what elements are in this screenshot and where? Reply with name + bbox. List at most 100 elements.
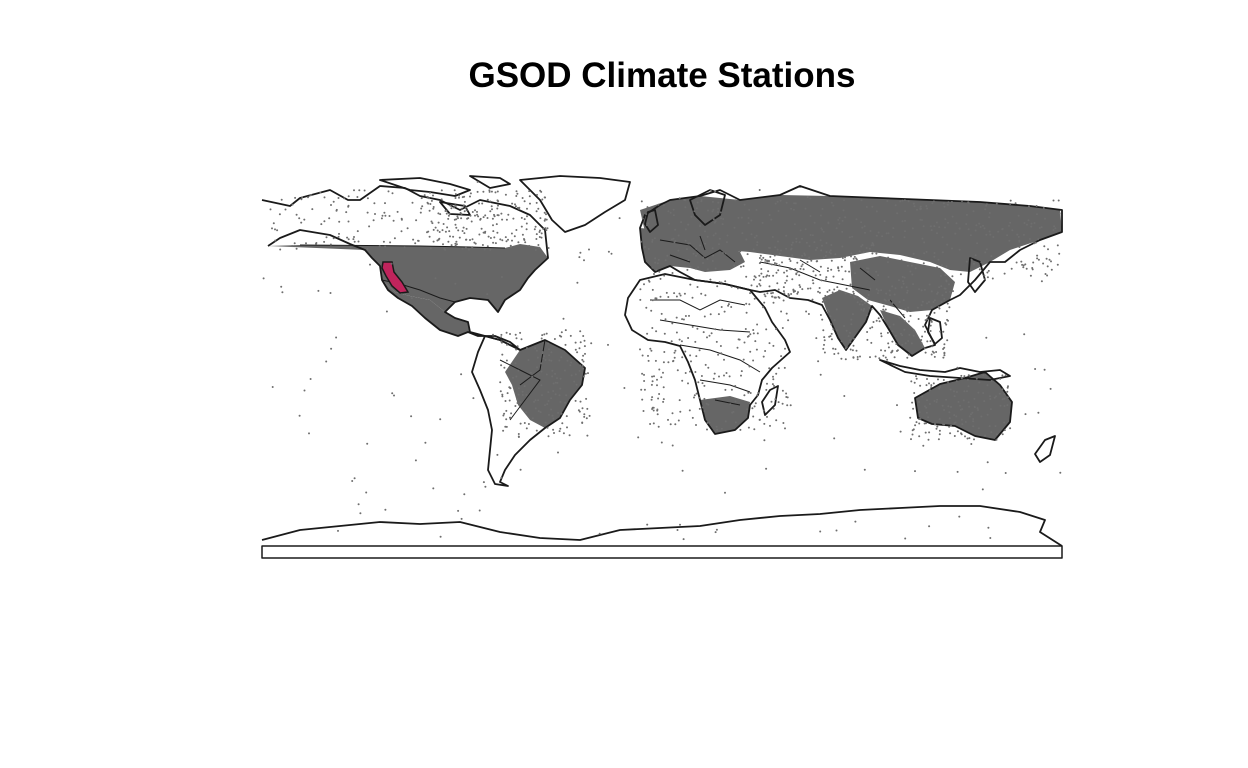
station-point — [439, 418, 442, 421]
station-point — [820, 279, 823, 282]
station-point — [947, 405, 950, 408]
station-point — [463, 200, 466, 203]
station-point — [756, 241, 759, 244]
station-point — [506, 343, 508, 346]
station-point — [666, 254, 669, 257]
station-point — [866, 297, 869, 299]
station-point — [696, 201, 699, 204]
station-point — [909, 270, 912, 273]
station-point — [939, 386, 942, 388]
country-mexico — [382, 280, 470, 336]
station-point — [679, 294, 682, 297]
station-point — [1023, 222, 1026, 224]
station-point — [953, 414, 956, 417]
station-point — [949, 290, 951, 293]
station-point — [516, 345, 519, 348]
station-point — [547, 435, 550, 438]
station-point — [1004, 472, 1007, 474]
station-point — [579, 364, 582, 367]
station-point — [501, 395, 504, 398]
station-point — [656, 378, 658, 381]
station-point — [704, 242, 707, 245]
station-point — [432, 206, 435, 208]
station-point — [827, 267, 829, 270]
station-point — [786, 404, 789, 407]
station-point — [868, 247, 871, 250]
station-point — [838, 216, 841, 219]
station-point — [552, 390, 555, 392]
station-point — [778, 252, 781, 255]
station-point — [391, 392, 394, 395]
station-point — [481, 202, 484, 205]
station-point — [970, 258, 973, 261]
station-point — [938, 418, 941, 421]
station-point — [514, 205, 517, 208]
station-point — [667, 210, 670, 213]
station-point — [658, 270, 661, 273]
station-point — [449, 235, 451, 238]
station-point — [845, 346, 848, 348]
station-point — [457, 509, 460, 512]
station-point — [640, 388, 643, 391]
station-point — [521, 394, 524, 396]
station-point — [702, 262, 704, 264]
station-point — [308, 432, 310, 435]
station-point — [701, 382, 704, 385]
station-point — [814, 274, 817, 277]
station-point — [763, 293, 766, 296]
station-point — [366, 197, 369, 200]
station-point — [637, 436, 640, 439]
station-point — [718, 375, 720, 378]
station-point — [923, 252, 926, 255]
station-point — [584, 372, 587, 375]
station-point — [819, 214, 822, 217]
station-point — [946, 203, 949, 206]
station-point — [651, 266, 654, 269]
station-point — [541, 351, 544, 353]
station-point — [921, 395, 924, 398]
station-point — [651, 396, 654, 399]
station-point — [538, 246, 541, 249]
station-point — [1037, 238, 1040, 241]
station-point — [880, 289, 883, 292]
station-point — [687, 259, 690, 262]
station-point — [892, 227, 895, 230]
station-point — [906, 289, 909, 292]
station-point — [986, 461, 989, 464]
station-point — [887, 232, 890, 235]
station-point — [987, 526, 990, 529]
station-point — [353, 240, 356, 243]
station-point — [566, 426, 568, 429]
station-point — [936, 425, 939, 428]
station-point — [851, 349, 854, 352]
station-point — [881, 317, 884, 320]
station-point — [935, 427, 938, 430]
station-point — [783, 271, 786, 274]
station-point — [359, 512, 362, 515]
station-point — [917, 318, 920, 320]
station-point — [505, 418, 508, 421]
station-point — [867, 270, 869, 273]
station-point — [812, 282, 815, 285]
station-point — [511, 202, 514, 205]
station-point — [891, 285, 894, 288]
station-point — [534, 399, 537, 402]
station-point — [548, 354, 551, 357]
station-point — [704, 363, 707, 366]
station-point — [673, 356, 676, 359]
station-point — [844, 358, 847, 361]
station-point — [901, 334, 904, 337]
station-point — [546, 227, 549, 230]
station-point — [880, 335, 883, 338]
station-point — [346, 236, 349, 239]
station-point — [789, 404, 792, 407]
station-point — [753, 405, 756, 408]
station-point — [729, 403, 732, 406]
station-point — [743, 203, 746, 206]
station-point — [849, 331, 851, 334]
station-point — [517, 387, 520, 390]
station-point — [947, 381, 949, 383]
station-point — [387, 190, 390, 193]
station-point — [915, 375, 917, 378]
station-point — [671, 412, 674, 415]
